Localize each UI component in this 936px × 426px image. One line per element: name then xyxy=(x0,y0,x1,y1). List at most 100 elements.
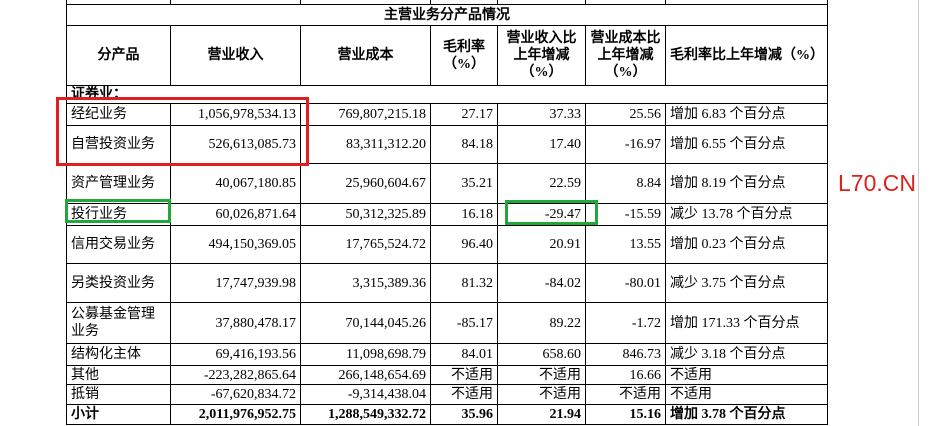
title-row: 主营业务分产品情况 xyxy=(66,4,828,26)
cell: 公募基金管理业务 xyxy=(66,302,171,344)
product-table: 主营业务分产品情况 分产品 营业收入 营业成本 毛利率（%） 营业收入比上年增减（%） 营业… xyxy=(66,0,828,425)
cell: -80.01 xyxy=(585,263,666,303)
data-row: 经纪业务 1,056,978,534.13 769,807,215.18 27.17 3… xyxy=(66,103,828,126)
header-cell: 毛利率（%） xyxy=(430,25,498,86)
cell: 1,288,549,332.72 xyxy=(300,404,431,425)
data-row: 资产管理业务 40,067,180.85 25,960,604.67 35.21 22.… xyxy=(66,163,828,204)
cell: 25,960,604.67 xyxy=(300,163,431,204)
cell: 494,150,369.05 xyxy=(170,225,301,264)
green-highlight xyxy=(65,199,171,223)
divider xyxy=(918,0,919,426)
data-row: 其他 -223,282,865.64 266,148,654.69 不适用 不适用 16.… xyxy=(66,365,828,385)
cell: 结构化主体 xyxy=(66,343,171,366)
cell: 21.94 xyxy=(497,404,586,425)
cell: 资产管理业务 xyxy=(66,163,171,204)
cell: 不适用 xyxy=(665,384,828,405)
red-highlight xyxy=(56,97,309,166)
cell: 22.59 xyxy=(497,163,586,204)
data-row: 抵销 -67,620,834.72 -9,314,438.04 不适用 不适用 不适用 不适… xyxy=(66,384,828,405)
cell: 1,056,978,534.13 xyxy=(170,103,301,126)
cell: 17,765,524.72 xyxy=(300,225,431,264)
cell: 增加 0.23 个百分点 xyxy=(665,225,828,264)
header-cell: 营业收入 xyxy=(170,25,301,86)
cell: 另类投资业务 xyxy=(66,263,171,303)
cell: 不适用 xyxy=(665,365,828,385)
data-row: 结构化主体 69,416,193.56 11,098,698.79 84.01 658.… xyxy=(66,343,828,366)
cell: 37,880,478.17 xyxy=(170,302,301,344)
cell: 不适用 xyxy=(585,384,666,405)
cell: 16.66 xyxy=(585,365,666,385)
cell: 15.16 xyxy=(585,404,666,425)
header-cell: 营业收入比上年增减（%） xyxy=(497,25,586,86)
cell: 不适用 xyxy=(497,384,586,405)
cell: 40,067,180.85 xyxy=(170,163,301,204)
cell: -85.17 xyxy=(430,302,498,344)
cell: -29.47 xyxy=(497,203,586,226)
cell: 抵销 xyxy=(66,384,171,405)
cell: 8.84 xyxy=(585,163,666,204)
cell: 不适用 xyxy=(430,384,498,405)
cell: 增加 6.83 个百分点 xyxy=(665,103,828,126)
cell: -67,620,834.72 xyxy=(170,384,301,405)
watermark: L70.CN xyxy=(838,170,916,196)
data-row: 投行业务 60,026,871.64 50,312,325.89 16.18 -29.4… xyxy=(66,203,828,226)
cell: 96.40 xyxy=(430,225,498,264)
cell: 增加 3.78 个百分点 xyxy=(665,404,828,425)
cell: -15.59 xyxy=(585,203,666,226)
cell: 769,807,215.18 xyxy=(300,103,431,126)
cell: 266,148,654.69 xyxy=(300,365,431,385)
cell: -16.97 xyxy=(585,125,666,164)
cell: 2,011,976,952.75 xyxy=(170,404,301,425)
cell: 89.22 xyxy=(497,302,586,344)
data-row: 小计 2,011,976,952.75 1,288,549,332.72 35.96 2… xyxy=(66,404,828,425)
cell: 13.55 xyxy=(585,225,666,264)
data-row: 公募基金管理业务 37,880,478.17 70,144,045.26 -85.17… xyxy=(66,302,828,344)
header-cell: 营业成本 xyxy=(300,25,431,86)
data-row: 信用交易业务 494,150,369.05 17,765,524.72 96.40 20… xyxy=(66,225,828,264)
cell: 减少 13.78 个百分点 xyxy=(665,203,828,226)
cell: 20.91 xyxy=(497,225,586,264)
cell: 37.33 xyxy=(497,103,586,126)
cell: 信用交易业务 xyxy=(66,225,171,264)
cell: 526,613,085.73 xyxy=(170,125,301,164)
cell: 17.40 xyxy=(497,125,586,164)
cell: 84.18 xyxy=(430,125,498,164)
green-highlight xyxy=(505,200,598,225)
data-row: 另类投资业务 17,747,939.98 3,315,389.36 81.32 -84.… xyxy=(66,263,828,303)
cell: 83,311,312.20 xyxy=(300,125,431,164)
cell: 3,315,389.36 xyxy=(300,263,431,303)
cell: -1.72 xyxy=(585,302,666,344)
cell: 小计 xyxy=(66,404,171,425)
header-cell: 毛利率比上年增减（%） xyxy=(665,25,828,86)
cell: 减少 3.18 个百分点 xyxy=(665,343,828,366)
header-cell: 分产品 xyxy=(66,25,171,86)
cell: 658.60 xyxy=(497,343,586,366)
cell: 增加 171.33 个百分点 xyxy=(665,302,828,344)
cell: 84.01 xyxy=(430,343,498,366)
cell: 70,144,045.26 xyxy=(300,302,431,344)
cell: 846.73 xyxy=(585,343,666,366)
cell: -9,314,438.04 xyxy=(300,384,431,405)
cell: 不适用 xyxy=(497,365,586,385)
cell: 35.21 xyxy=(430,163,498,204)
cell: 50,312,325.89 xyxy=(300,203,431,226)
cell: 16.18 xyxy=(430,203,498,226)
cell: 11,098,698.79 xyxy=(300,343,431,366)
cell: 其他 xyxy=(66,365,171,385)
table-title: 主营业务分产品情况 xyxy=(66,4,828,26)
cell: 60,026,871.64 xyxy=(170,203,301,226)
cell: 增加 6.55 个百分点 xyxy=(665,125,828,164)
cell: -84.02 xyxy=(497,263,586,303)
cell: -223,282,865.64 xyxy=(170,365,301,385)
header-cell: 营业成本比上年增减（%） xyxy=(585,25,666,86)
cell: 69,416,193.56 xyxy=(170,343,301,366)
cell: 减少 3.75 个百分点 xyxy=(665,263,828,303)
cell: 35.96 xyxy=(430,404,498,425)
cell: 81.32 xyxy=(430,263,498,303)
cell: 25.56 xyxy=(585,103,666,126)
cell: 27.17 xyxy=(430,103,498,126)
cell: 17,747,939.98 xyxy=(170,263,301,303)
cell: 增加 8.19 个百分点 xyxy=(665,163,828,204)
cell: 不适用 xyxy=(430,365,498,385)
